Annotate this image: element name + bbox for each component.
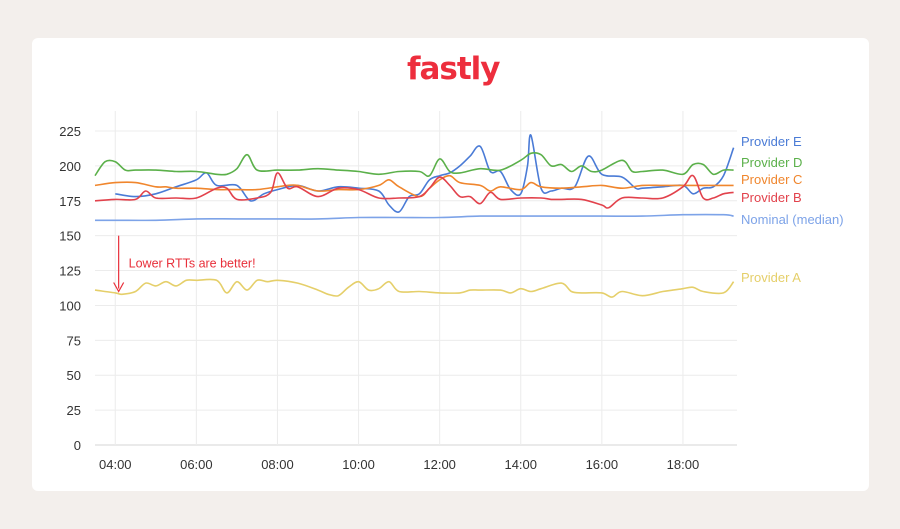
series-line-provider-c [94, 174, 734, 198]
y-tick-label: 175 [59, 194, 81, 209]
y-tick-label: 50 [67, 368, 81, 383]
y-tick-label: 150 [59, 229, 81, 244]
x-tick-label: 16:00 [586, 457, 619, 472]
y-tick-label: 100 [59, 298, 81, 313]
y-tick-label: 225 [59, 124, 81, 139]
x-tick-label: 04:00 [99, 457, 132, 472]
series-line-provider-e [115, 134, 735, 213]
y-tick-label: 200 [59, 159, 81, 174]
legend-label-nominal-median: Nominal (median) [741, 212, 844, 227]
legend-label-provider-a: Provider A [741, 270, 801, 285]
x-tick-label: 08:00 [261, 457, 294, 472]
y-tick-label: 25 [67, 403, 81, 418]
annotation-arrow-head [113, 282, 125, 293]
fastly-logo: fastly [407, 51, 501, 87]
chart-card [32, 38, 869, 491]
series-line-provider-a [94, 278, 735, 298]
legend-label-provider-c: Provider C [741, 172, 802, 187]
x-tick-label: 18:00 [667, 457, 700, 472]
x-tick-label: 12:00 [423, 457, 456, 472]
x-tick-label: 10:00 [342, 457, 375, 472]
y-tick-label: 125 [59, 264, 81, 279]
legend-label-provider-e: Provider E [741, 134, 802, 149]
x-tick-label: 14:00 [504, 457, 537, 472]
y-tick-label: 75 [67, 333, 81, 348]
x-tick-label: 06:00 [180, 457, 213, 472]
series-line-provider-d [94, 151, 734, 177]
y-tick-label: 0 [74, 438, 81, 453]
annotation-label: Lower RTTs are better! [129, 257, 256, 271]
legend-label-provider-b: Provider B [741, 190, 802, 205]
legend-label-provider-d: Provider D [741, 155, 802, 170]
series-line-provider-b [94, 172, 734, 209]
series-line-nominal-median [95, 213, 734, 222]
